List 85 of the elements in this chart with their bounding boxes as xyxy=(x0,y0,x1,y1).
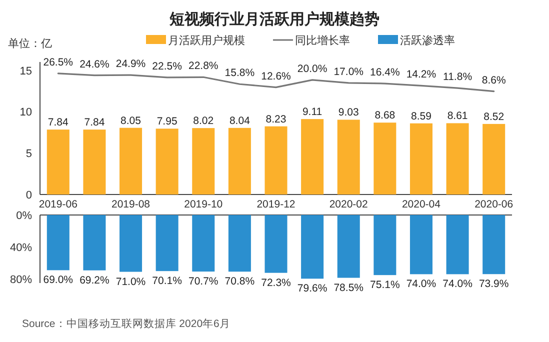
data-label: 11.8% xyxy=(443,71,472,84)
data-label: 26.5% xyxy=(43,56,74,68)
data-label: 8.61 xyxy=(447,110,468,122)
data-label: 22.8% xyxy=(188,60,218,72)
data-label: 24.9% xyxy=(116,58,146,70)
data-label: 8.52 xyxy=(484,110,504,123)
data-label: 8.23 xyxy=(266,113,286,126)
bar xyxy=(120,128,142,194)
bar xyxy=(374,215,396,276)
y-tick-label: 40% xyxy=(10,242,32,254)
x-tick-label: 2019-10 xyxy=(184,198,223,210)
data-label: 74.0% xyxy=(442,278,472,290)
data-label: 70.7% xyxy=(188,276,218,288)
x-tick-label: 2019-06 xyxy=(38,198,78,210)
bar xyxy=(264,215,288,273)
bar xyxy=(192,215,215,272)
y-tick-label: 80% xyxy=(10,274,32,286)
bar xyxy=(46,215,70,270)
y-tick-label: 10 xyxy=(20,106,32,119)
data-label: 69.2% xyxy=(80,274,110,286)
y-tick-label: 0 xyxy=(26,190,32,202)
data-label: 9.03 xyxy=(338,106,359,119)
data-label: 70.1% xyxy=(152,275,182,288)
bar xyxy=(301,119,324,194)
data-label: 17.0% xyxy=(334,66,364,78)
data-label: 7.84 xyxy=(84,116,105,129)
data-label: 22.5% xyxy=(152,60,182,72)
data-label: 14.2% xyxy=(406,68,436,81)
data-label: 79.6% xyxy=(297,282,328,295)
source-note: Source：中国移动互联网数据库 2020年6月 xyxy=(22,317,230,330)
data-label: 8.59 xyxy=(411,110,432,122)
bar xyxy=(410,215,432,274)
data-label: 8.05 xyxy=(120,114,142,127)
bar xyxy=(337,120,360,194)
data-label: 70.8% xyxy=(224,276,255,288)
bar xyxy=(228,128,251,194)
data-label: 8.6% xyxy=(482,74,506,86)
bar xyxy=(156,215,178,272)
x-tick-label: 2019-12 xyxy=(256,198,296,210)
legend-label: 月活跃用户规模 xyxy=(168,34,245,47)
data-label: 72.3% xyxy=(261,276,291,289)
data-label: 75.1% xyxy=(370,279,400,292)
data-label: 8.02 xyxy=(193,115,214,128)
bar xyxy=(46,130,70,194)
bar xyxy=(120,215,142,272)
data-label: 74.0% xyxy=(406,278,436,290)
bar xyxy=(301,215,324,279)
x-tick-label: 2020-04 xyxy=(402,198,441,210)
bar xyxy=(156,128,178,194)
data-label: 12.6% xyxy=(261,70,291,82)
data-label: 15.8% xyxy=(224,67,255,80)
bar xyxy=(83,130,106,194)
bar xyxy=(374,122,396,194)
bar xyxy=(482,124,506,194)
text: 活跃渗透率 xyxy=(400,35,455,47)
data-label: 7.84 xyxy=(48,116,69,129)
bar xyxy=(228,215,251,272)
y-tick-label: 0% xyxy=(16,210,32,222)
bar xyxy=(264,126,288,194)
data-label: 78.5% xyxy=(334,282,364,294)
y-tick-label: 5 xyxy=(26,148,32,160)
x-tick-label: 2020-02 xyxy=(329,198,368,210)
x-tick-label: 2019-08 xyxy=(111,198,150,210)
data-label: 16.4% xyxy=(370,66,400,79)
data-label: 71.0% xyxy=(116,276,146,288)
data-label: 7.95 xyxy=(156,116,178,128)
y-tick-label: 15 xyxy=(20,65,32,78)
data-label: 24.6% xyxy=(80,58,110,70)
bar xyxy=(337,215,360,278)
data-label: 8.68 xyxy=(374,110,396,122)
bar xyxy=(446,215,469,274)
bar xyxy=(446,123,469,194)
data-label: 20.0% xyxy=(297,62,328,75)
data-label: 73.9% xyxy=(478,278,509,290)
bar xyxy=(192,128,215,194)
data-label: 9.11 xyxy=(302,106,322,118)
x-tick-label: 2020-06 xyxy=(474,198,514,210)
bar xyxy=(83,215,106,270)
legend-label: 同比增长率 xyxy=(295,34,350,47)
bar xyxy=(410,123,432,194)
y-axis-title: 单位：亿 xyxy=(8,37,52,50)
data-label: 8.04 xyxy=(229,114,250,127)
bar xyxy=(482,215,506,274)
data-label: 69.0% xyxy=(43,274,74,286)
chart-title: 短视频行业月活跃用户规模趋势 xyxy=(168,10,380,28)
